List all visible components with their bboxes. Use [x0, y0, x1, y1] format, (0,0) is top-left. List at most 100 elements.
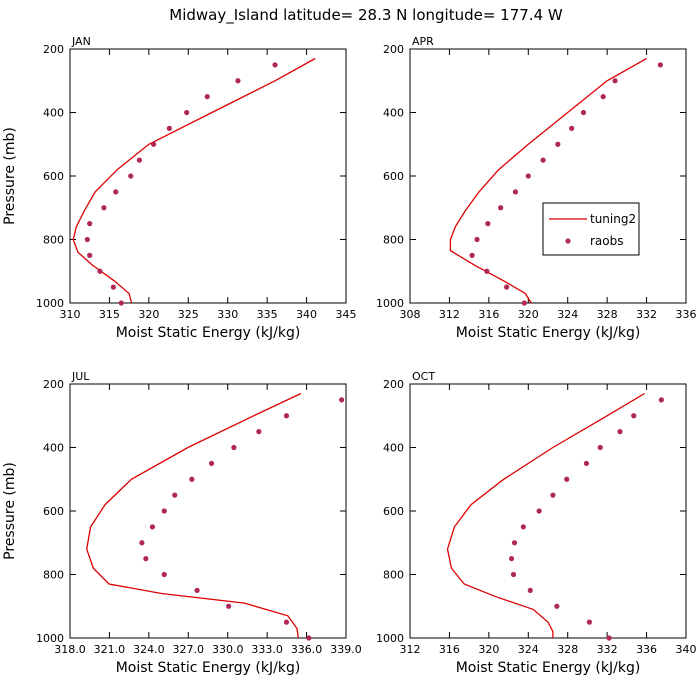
raobs-point	[631, 413, 637, 419]
raobs-point	[521, 300, 527, 306]
x-tick-label: 332	[636, 308, 657, 321]
raobs-point	[87, 221, 93, 227]
plot-frame	[409, 383, 687, 639]
raobs-point	[283, 413, 290, 419]
y-tick-label: 800	[383, 234, 404, 247]
raobs-point	[136, 157, 142, 163]
x-axis-label: Moist Static Energy (kJ/kg)	[456, 325, 641, 341]
plot-frame	[69, 383, 347, 639]
raobs-point	[510, 571, 517, 578]
y-tick-label: 800	[43, 234, 64, 247]
x-tick-label: 308	[400, 308, 421, 321]
panel-label: APR	[412, 35, 434, 48]
raobs-point	[113, 189, 119, 195]
y-tick-label: 400	[43, 107, 64, 120]
x-tick-label: 312	[439, 308, 460, 321]
y-tick-label: 1000	[376, 297, 404, 310]
panel-label: OCT	[412, 370, 435, 383]
y-tick-label: 400	[43, 442, 64, 455]
series-line-tuning2	[86, 392, 302, 639]
raobs-point	[606, 635, 612, 641]
raobs-point	[550, 492, 556, 498]
raobs-point	[527, 587, 533, 593]
raobs-point	[474, 236, 480, 243]
raobs-point	[235, 78, 241, 84]
raobs-point	[128, 173, 134, 179]
series-line-tuning2	[72, 57, 316, 304]
y-tick-label: 200	[43, 43, 64, 56]
raobs-point	[184, 109, 190, 116]
y-tick-label: 200	[383, 378, 404, 391]
y-tick-label: 400	[383, 442, 404, 455]
raobs-point	[194, 587, 200, 593]
raobs-point	[150, 141, 157, 147]
y-axis-label: Pressure (mb)	[2, 127, 18, 225]
series-line-tuning2	[446, 392, 645, 638]
raobs-point	[564, 476, 570, 482]
y-tick-label: 200	[383, 43, 404, 56]
x-tick-label: 312	[400, 643, 421, 656]
x-tick-label: 324	[557, 308, 578, 321]
x-tick-label: 316	[439, 643, 460, 656]
panel-oct: OCT 312 316 320 324 328 332 336 340 200 400 600 800 1…	[376, 370, 697, 676]
raobs-point	[87, 252, 93, 258]
raobs-point	[339, 397, 345, 403]
raobs-point	[583, 460, 590, 466]
x-tick-label: 336	[676, 308, 697, 321]
y-tick-label: 600	[383, 170, 404, 183]
raobs-point	[149, 524, 156, 530]
raobs-point	[485, 221, 491, 227]
figure-title: Midway_Island latitude= 28.3 N longitude…	[169, 6, 563, 25]
raobs-point	[498, 205, 504, 211]
raobs-point	[540, 157, 546, 163]
raobs-point	[101, 205, 107, 211]
legend: tuning2 raobs	[542, 202, 640, 256]
x-tick-label: 332	[597, 643, 618, 656]
panel-apr: APR 308 312 316 320 324 328 332 336 200 400 600 800 1…	[376, 35, 697, 341]
raobs-point	[226, 603, 232, 609]
x-tick-label: 325	[178, 308, 199, 321]
x-tick-label: 333.0	[251, 643, 283, 656]
raobs-point	[600, 94, 606, 100]
x-tick-label: 324	[518, 643, 539, 656]
raobs-point	[208, 460, 215, 466]
raobs-point	[658, 397, 664, 403]
y-tick-label: 1000	[36, 297, 64, 310]
raobs-point	[272, 62, 278, 68]
x-tick-label: 330	[217, 308, 238, 321]
x-tick-label: 310	[60, 308, 81, 321]
raobs-point	[84, 236, 90, 243]
x-tick-label: 336.0	[291, 643, 323, 656]
raobs-point	[484, 268, 490, 274]
raobs-point	[555, 141, 561, 147]
x-axis-label: Moist Static Energy (kJ/kg)	[116, 660, 301, 676]
raobs-point	[189, 476, 195, 482]
y-tick-label: 600	[43, 505, 64, 518]
x-tick-label: 316	[478, 308, 499, 321]
raobs-point	[166, 125, 172, 131]
legend-label-raobs: raobs	[590, 234, 624, 248]
x-tick-label: 335	[257, 308, 278, 321]
panel-label: JAN	[71, 35, 91, 48]
x-tick-label: 328	[597, 308, 618, 321]
y-tick-label: 800	[383, 569, 404, 582]
raobs-point	[580, 109, 587, 116]
panels: JAN 310 315 320 325 330 335 340 345 200 400 600 800 1…	[2, 35, 697, 676]
y-tick-label: 800	[43, 569, 64, 582]
panel-jul: JUL 318.0 321.0 324.0 327.0 330.0 333.0 336.0 33…	[2, 370, 362, 676]
raobs-point	[256, 429, 262, 435]
series-line-tuning2	[449, 57, 647, 304]
y-tick-label: 400	[383, 107, 404, 120]
y-axis-label: Pressure (mb)	[2, 462, 18, 560]
x-tick-label: 328	[557, 643, 578, 656]
x-tick-label: 336	[636, 643, 657, 656]
raobs-point	[504, 284, 510, 290]
raobs-point	[525, 173, 531, 179]
raobs-point	[139, 540, 145, 546]
panel-label: JUL	[71, 370, 90, 383]
x-tick-label: 340	[296, 308, 317, 321]
raobs-point	[469, 252, 475, 258]
raobs-point	[161, 508, 167, 514]
x-tick-label: 340	[676, 643, 697, 656]
